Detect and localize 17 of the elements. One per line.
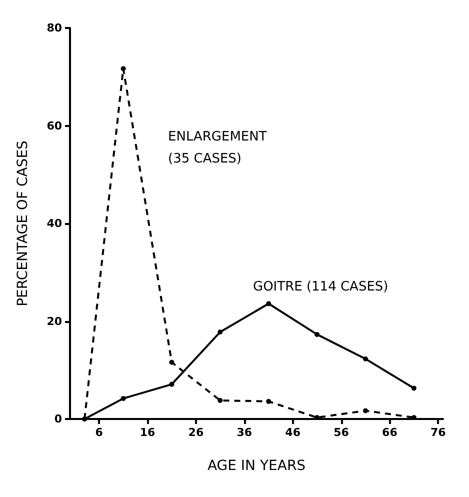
x-tick-label: 76 bbox=[430, 426, 446, 439]
y-axis-title: PERCENTAGE OF CASES bbox=[15, 140, 31, 306]
x-tick-label: 26 bbox=[188, 426, 204, 439]
y-tick-label: 60 bbox=[46, 119, 62, 132]
text: ENLARGEMENT (35 CASES) bbox=[168, 130, 271, 166]
x-tick-label: 46 bbox=[285, 426, 301, 439]
y-tick-label: 0 bbox=[54, 412, 62, 426]
x-tick-label: 6 bbox=[95, 426, 104, 439]
x-tick-label: 16 bbox=[140, 426, 156, 439]
x-tick-label: 56 bbox=[334, 426, 350, 439]
series-label: GOITRE (114 CASES) bbox=[253, 280, 388, 294]
x-tick-label: 66 bbox=[382, 426, 398, 439]
x-tick-label: 36 bbox=[236, 426, 252, 439]
x-axis-title: AGE IN YEARS bbox=[207, 458, 306, 474]
y-tick-label: 40 bbox=[46, 217, 62, 230]
y-tick-label: 80 bbox=[46, 22, 62, 34]
y-tick-label: 20 bbox=[46, 314, 62, 328]
